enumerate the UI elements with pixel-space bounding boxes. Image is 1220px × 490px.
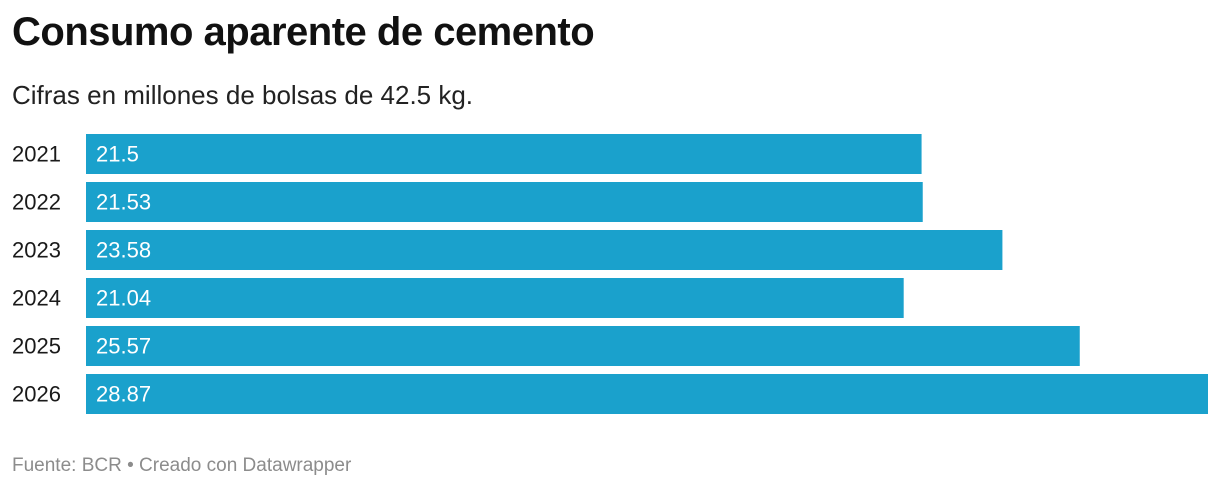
bar-2022 — [86, 182, 923, 222]
value-label-2024: 21.04 — [96, 286, 151, 311]
value-label-2021: 21.5 — [96, 142, 139, 167]
credit-link[interactable]: Creado con Datawrapper — [139, 455, 352, 476]
value-label-2023: 23.58 — [96, 238, 151, 263]
value-label-2025: 25.57 — [96, 334, 151, 359]
footer-separator: • — [127, 455, 134, 476]
category-label-2021: 2021 — [12, 142, 61, 167]
value-label-2022: 21.53 — [96, 190, 151, 215]
category-label-2024: 2024 — [12, 286, 61, 311]
category-label-2026: 2026 — [12, 382, 61, 407]
category-label-2023: 2023 — [12, 238, 61, 263]
chart-title: Consumo aparente de cemento — [12, 10, 595, 54]
bar-chart: 2021 21.5 2022 21.53 2023 23.58 2024 21.04 2025 2… — [12, 134, 1208, 414]
bar-2025 — [86, 326, 1080, 366]
chart-footer: Fuente: BCR • Creado con Datawrapper — [12, 455, 351, 477]
bar-2021 — [86, 134, 922, 174]
category-label-2022: 2022 — [12, 190, 61, 215]
bar-2026 — [86, 374, 1208, 414]
category-label-2025: 2025 — [12, 334, 61, 359]
value-label-2026: 28.87 — [96, 382, 151, 407]
source-note: Fuente: BCR — [12, 455, 122, 476]
bar-2024 — [86, 278, 904, 318]
chart-subtitle: Cifras en millones de bolsas de 42.5 kg. — [12, 80, 474, 110]
bar-2023 — [86, 230, 1003, 270]
